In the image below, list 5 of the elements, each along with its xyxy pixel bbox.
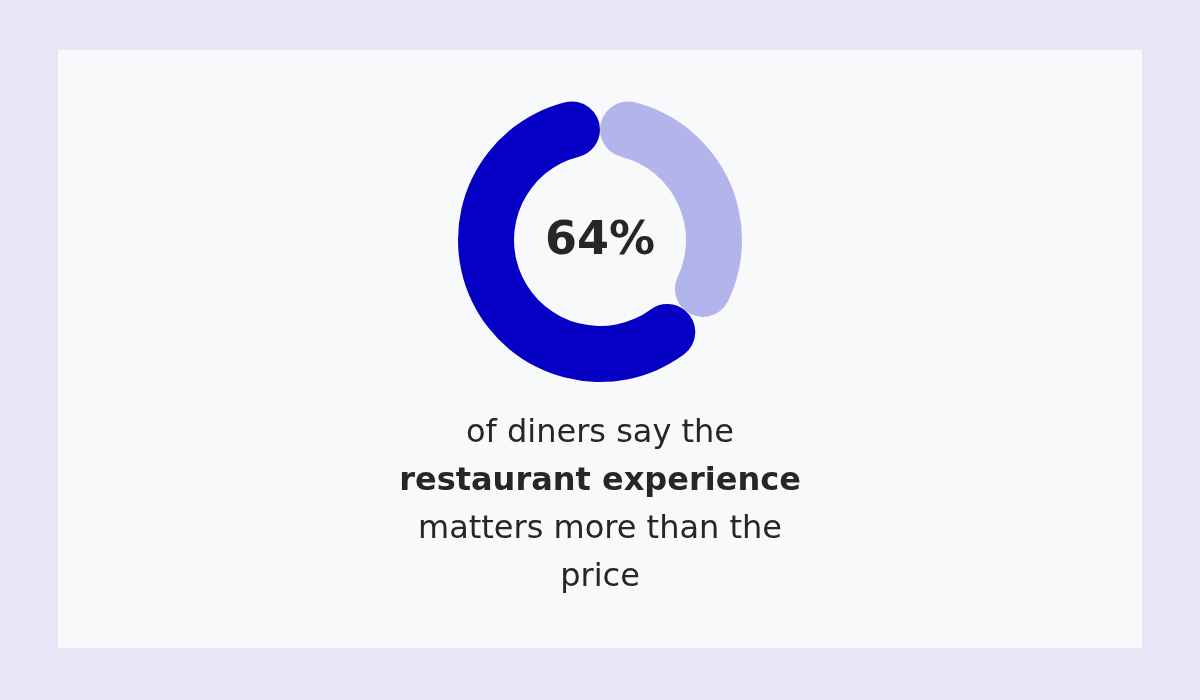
text: price: [560, 556, 640, 594]
text: matters more than the: [417, 508, 783, 546]
text: restaurant experience: [399, 460, 801, 498]
text: of diners say the: [465, 412, 735, 450]
data-label: 64%: [544, 211, 656, 265]
